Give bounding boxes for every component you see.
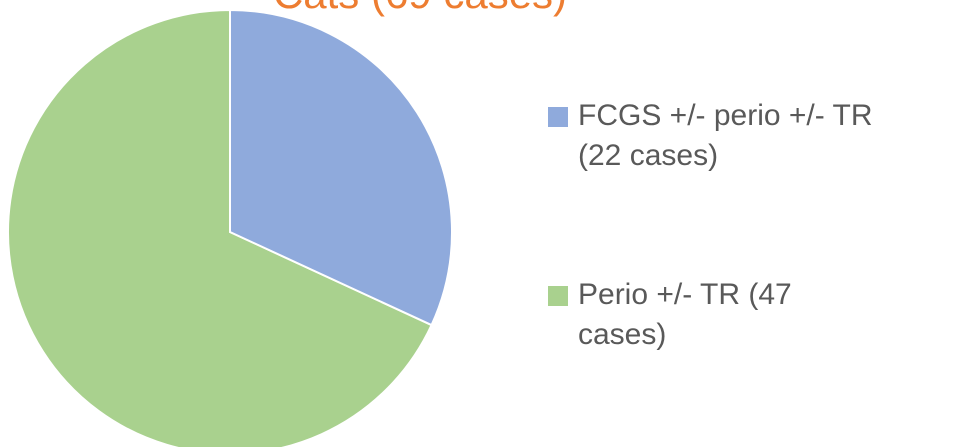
chart: Cats (69 cases) FCGS +/- perio +/- TR (2… (0, 0, 955, 447)
legend-label: Perio +/- TR (47 cases) (578, 275, 878, 355)
legend-label: FCGS +/- perio +/- TR (22 cases) (578, 96, 878, 176)
legend-item: FCGS +/- perio +/- TR (22 cases) (548, 96, 948, 176)
chart-title: Cats (69 cases) (273, 0, 567, 17)
pie-chart: Cats (69 cases) (0, 0, 955, 447)
legend-item: Perio +/- TR (47 cases) (548, 275, 948, 355)
legend-swatch (548, 107, 568, 127)
legend-swatch (548, 286, 568, 306)
